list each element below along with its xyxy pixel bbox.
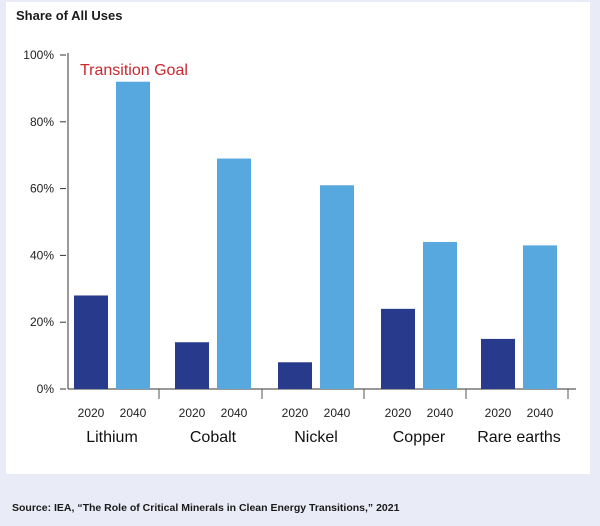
- category-label: Rare earths: [477, 429, 561, 446]
- x-sub-label: 2040: [427, 406, 454, 420]
- bar-2020: [481, 338, 515, 389]
- x-sub-label: 2040: [324, 406, 351, 420]
- x-sub-label: 2020: [485, 406, 512, 420]
- bar-2040: [423, 242, 457, 389]
- category-label: Copper: [393, 429, 446, 446]
- y-tick-label: 60%: [30, 182, 54, 196]
- bar-2040: [320, 185, 354, 389]
- x-sub-label: 2020: [282, 406, 309, 420]
- x-sub-label: 2040: [527, 406, 554, 420]
- category-label: Lithium: [86, 429, 138, 446]
- bar-2020: [175, 342, 209, 389]
- x-sub-label: 2020: [78, 406, 105, 420]
- source-note: Source: IEA, “The Role of Critical Miner…: [12, 502, 400, 514]
- bar-2020: [381, 308, 415, 389]
- bar-2040: [116, 81, 150, 389]
- category-label: Cobalt: [190, 429, 237, 446]
- chart-title: Share of All Uses: [16, 8, 123, 23]
- x-sub-label: 2020: [385, 406, 412, 420]
- annotation-transition-goal: Transition Goal: [80, 62, 188, 79]
- bar-2040: [523, 245, 557, 389]
- category-label: Nickel: [294, 429, 338, 446]
- y-tick-label: 80%: [30, 115, 54, 129]
- bar-chart: 0% 20% 40% 60% 80% 100% 2020 2040 Lithium 2020 204…: [23, 48, 576, 446]
- bar-2020: [278, 362, 312, 389]
- y-tick-label: 0%: [37, 382, 55, 396]
- bar-2020: [74, 295, 108, 389]
- chart-panel: Share of All Uses 0% 20% 40% 60% 80% 100% 2020…: [6, 2, 590, 474]
- y-tick-label: 100%: [23, 48, 54, 62]
- x-sub-label: 2040: [120, 406, 147, 420]
- bar-2040: [217, 158, 251, 389]
- x-sub-label: 2040: [221, 406, 248, 420]
- x-sub-label: 2020: [179, 406, 206, 420]
- y-tick-label: 20%: [30, 315, 54, 329]
- y-tick-label: 40%: [30, 248, 54, 262]
